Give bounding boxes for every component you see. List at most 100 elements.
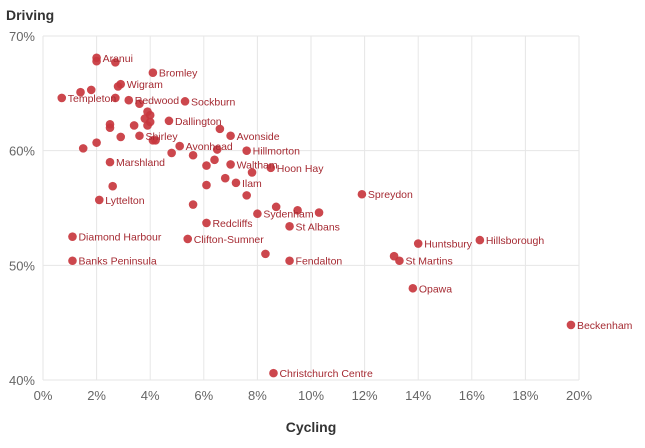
data-point bbox=[183, 234, 193, 244]
point-label: Diamond Harbour bbox=[78, 232, 161, 244]
data-point bbox=[116, 132, 126, 142]
data-point bbox=[108, 181, 117, 191]
x-tick-labels: 0% 2% 4% 6% 8% 10% 12% 14% 16% 18% 20% bbox=[34, 388, 593, 403]
point-label: Shirley bbox=[145, 131, 178, 143]
data-point bbox=[76, 87, 85, 97]
data-point bbox=[164, 116, 174, 126]
data-point bbox=[92, 56, 101, 66]
point-label: Hillsborough bbox=[486, 235, 545, 247]
point-label: Avonside bbox=[237, 131, 280, 143]
data-point bbox=[475, 235, 485, 245]
gridlines bbox=[42, 35, 580, 381]
data-point bbox=[408, 283, 418, 293]
data-point bbox=[202, 161, 211, 170]
point-label: St Martins bbox=[405, 256, 452, 268]
data-point bbox=[105, 123, 115, 133]
data-point bbox=[129, 121, 139, 130]
point-label: Ilam bbox=[242, 178, 262, 190]
data-point bbox=[175, 141, 184, 151]
point-label: Aranui bbox=[103, 53, 133, 65]
y-tick-labels: 40% 50% 60% 70% bbox=[9, 29, 35, 388]
x-tick-label: 20% bbox=[566, 388, 592, 403]
data-point bbox=[135, 99, 144, 108]
x-tick-label: 14% bbox=[405, 388, 431, 403]
point-label: Banks Peninsula bbox=[78, 256, 156, 268]
point-label: Marshland bbox=[116, 157, 165, 169]
data-point bbox=[113, 82, 123, 91]
data-point bbox=[566, 320, 576, 330]
y-tick-label: 40% bbox=[9, 373, 35, 388]
x-tick-label: 12% bbox=[352, 388, 378, 403]
data-point bbox=[271, 202, 281, 212]
x-tick-label: 18% bbox=[512, 388, 538, 403]
x-tick-label: 0% bbox=[34, 388, 53, 403]
y-tick-label: 50% bbox=[9, 258, 35, 273]
point-label: Huntsbury bbox=[424, 239, 473, 251]
data-point bbox=[111, 58, 120, 67]
data-point bbox=[242, 146, 251, 155]
data-point bbox=[226, 160, 235, 169]
data-point bbox=[68, 232, 77, 241]
data-point bbox=[57, 93, 67, 103]
data-point bbox=[253, 209, 262, 219]
point-label: Opawa bbox=[419, 283, 452, 295]
y-axis-label: Driving bbox=[6, 7, 54, 23]
y-tick-label: 60% bbox=[9, 144, 35, 159]
data-point bbox=[413, 239, 423, 248]
x-tick-label: 6% bbox=[194, 388, 213, 403]
data-point bbox=[210, 155, 219, 165]
point-label: Lyttelton bbox=[105, 195, 144, 207]
y-tick-label: 70% bbox=[9, 29, 35, 44]
x-tick-label: 10% bbox=[298, 388, 324, 403]
data-point bbox=[94, 195, 104, 205]
point-label: Bromley bbox=[159, 68, 198, 80]
data-points bbox=[57, 53, 576, 378]
point-label: Sockburn bbox=[191, 96, 236, 108]
data-point bbox=[261, 249, 270, 259]
x-axis-label: Cycling bbox=[286, 419, 337, 435]
x-tick-label: 16% bbox=[459, 388, 485, 403]
point-label: Hillmorton bbox=[253, 146, 300, 158]
data-point bbox=[188, 150, 198, 160]
data-point bbox=[124, 95, 134, 105]
data-point bbox=[148, 68, 158, 77]
data-point bbox=[266, 163, 276, 173]
x-tick-label: 4% bbox=[141, 388, 160, 403]
data-point bbox=[215, 124, 225, 134]
data-point bbox=[202, 218, 211, 228]
data-point bbox=[389, 251, 399, 261]
data-point bbox=[242, 191, 251, 200]
data-point bbox=[357, 189, 367, 199]
point-label: Clifton-Sumner bbox=[194, 234, 265, 246]
data-point bbox=[167, 148, 176, 158]
data-point bbox=[92, 138, 101, 147]
point-label: Hoon Hay bbox=[277, 163, 324, 175]
data-point bbox=[135, 131, 144, 141]
data-point bbox=[78, 144, 88, 153]
data-point bbox=[68, 256, 77, 266]
data-point bbox=[314, 208, 324, 217]
data-point bbox=[285, 222, 294, 231]
data-point bbox=[143, 121, 152, 130]
data-point bbox=[293, 205, 302, 215]
point-label: Beckenham bbox=[577, 320, 633, 332]
data-point bbox=[269, 368, 278, 378]
point-label: Christchurch Centre bbox=[279, 368, 373, 380]
data-point bbox=[180, 97, 190, 106]
point-label: Waltham bbox=[237, 159, 278, 171]
x-tick-label: 2% bbox=[87, 388, 106, 403]
point-label: Redcliffs bbox=[212, 218, 252, 230]
point-label: St Albans bbox=[296, 221, 340, 233]
data-point bbox=[151, 136, 160, 145]
data-point bbox=[212, 145, 222, 154]
point-label: Spreydon bbox=[368, 189, 413, 201]
data-point bbox=[247, 168, 257, 177]
data-point bbox=[188, 200, 198, 209]
point-label: Fendalton bbox=[296, 256, 343, 268]
x-tick-label: 8% bbox=[248, 388, 267, 403]
data-point bbox=[202, 180, 211, 190]
point-label: Templeton bbox=[68, 93, 117, 105]
data-point bbox=[220, 173, 230, 183]
data-point bbox=[226, 131, 235, 141]
